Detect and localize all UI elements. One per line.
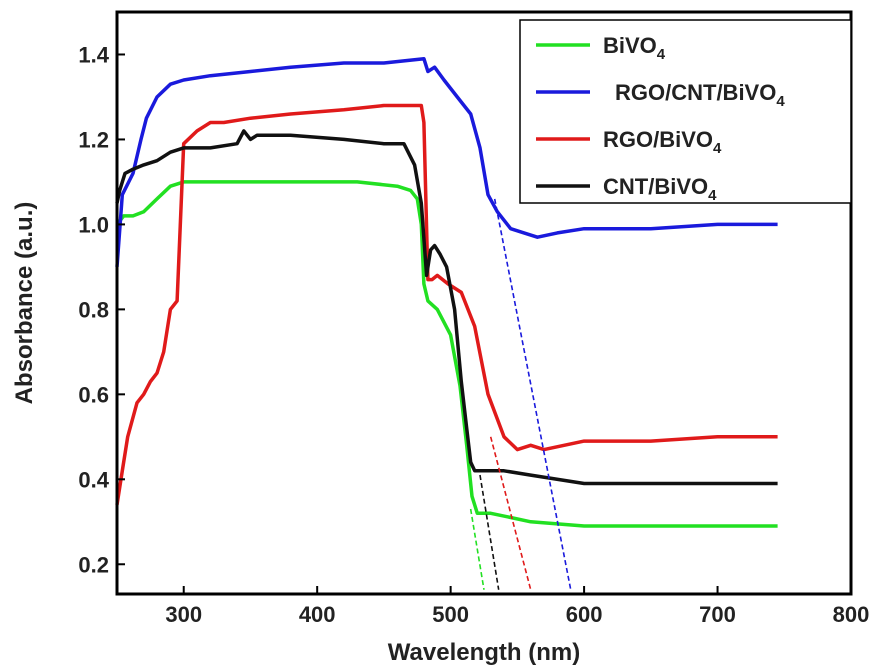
x-axis: 300 400 500 600 700 800 xyxy=(165,586,869,627)
tangent-line-3 xyxy=(493,198,572,590)
y-tick-label: 1.4 xyxy=(78,42,109,67)
tangent-line-2 xyxy=(489,436,532,590)
legend-label-3: CNT/BiVO4 xyxy=(603,174,717,204)
x-tick-label: 500 xyxy=(432,602,469,627)
legend-label-0: BiVO4 xyxy=(603,33,666,63)
legend-label-2: RGO/BiVO4 xyxy=(603,127,722,157)
tangent-line-0 xyxy=(469,508,485,590)
plot-frame xyxy=(115,10,853,596)
y-tick-label: 0.8 xyxy=(78,297,109,322)
legend-label-1: RGO/CNT/BiVO4 xyxy=(615,80,785,110)
legend-box xyxy=(519,19,852,204)
series-line-3 xyxy=(115,129,778,486)
tangent-line-1 xyxy=(479,474,500,590)
series-line-1 xyxy=(115,56,778,268)
x-tick-label: 700 xyxy=(699,602,736,627)
x-tick-label: 800 xyxy=(833,602,870,627)
y-tick-label: 0.6 xyxy=(78,382,109,407)
data-curves xyxy=(115,56,778,528)
tangent-lines xyxy=(469,198,572,590)
series-line-2 xyxy=(115,103,778,506)
y-tick-label: 1.2 xyxy=(78,127,109,152)
y-tick-label: 0.4 xyxy=(78,467,109,492)
y-tick-label: 1.0 xyxy=(78,212,109,237)
y-axis-label: Absorbance (a.u.) xyxy=(11,202,38,405)
x-axis-label: Wavelength (nm) xyxy=(388,639,580,666)
x-tick-label: 400 xyxy=(299,602,336,627)
x-tick-label: 600 xyxy=(566,602,603,627)
y-axis: 0.2 0.4 0.6 0.8 1.0 1.2 1.4 xyxy=(78,42,125,577)
x-tick-label: 300 xyxy=(165,602,202,627)
y-tick-label: 0.2 xyxy=(78,552,109,577)
legend: BiVO4 RGO/CNT/BiVO4 RGO/BiVO4 CNT/BiVO4 xyxy=(519,19,852,204)
series-line-0 xyxy=(115,180,778,528)
